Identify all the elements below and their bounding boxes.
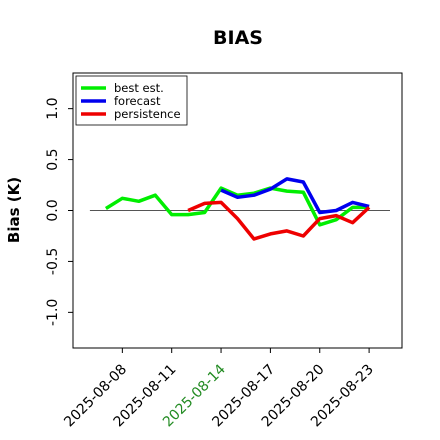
series-line-persistence <box>187 200 371 241</box>
y-tick-label: -0.5 <box>45 248 61 275</box>
legend-label: best est. <box>114 81 164 95</box>
legend-label: forecast <box>114 94 161 108</box>
series-line-best-est <box>104 186 370 227</box>
y-tick-label: 0.0 <box>45 199 61 221</box>
series-layer <box>104 177 371 241</box>
y-tick-label: -1.0 <box>45 299 61 326</box>
y-axis-label: Bias (K) <box>5 177 23 243</box>
chart-title: BIAS <box>213 27 263 49</box>
y-tick-label: 0.5 <box>45 148 61 170</box>
series-line-forecast <box>220 177 370 215</box>
y-tick-label: 1.0 <box>45 98 61 120</box>
y-ticks: -1.0 -0.5 0.0 0.5 1.0 <box>45 98 73 326</box>
x-ticks: 2025-08-082025-08-112025-08-142025-08-17… <box>61 348 377 430</box>
legend-label: persistence <box>114 107 181 121</box>
